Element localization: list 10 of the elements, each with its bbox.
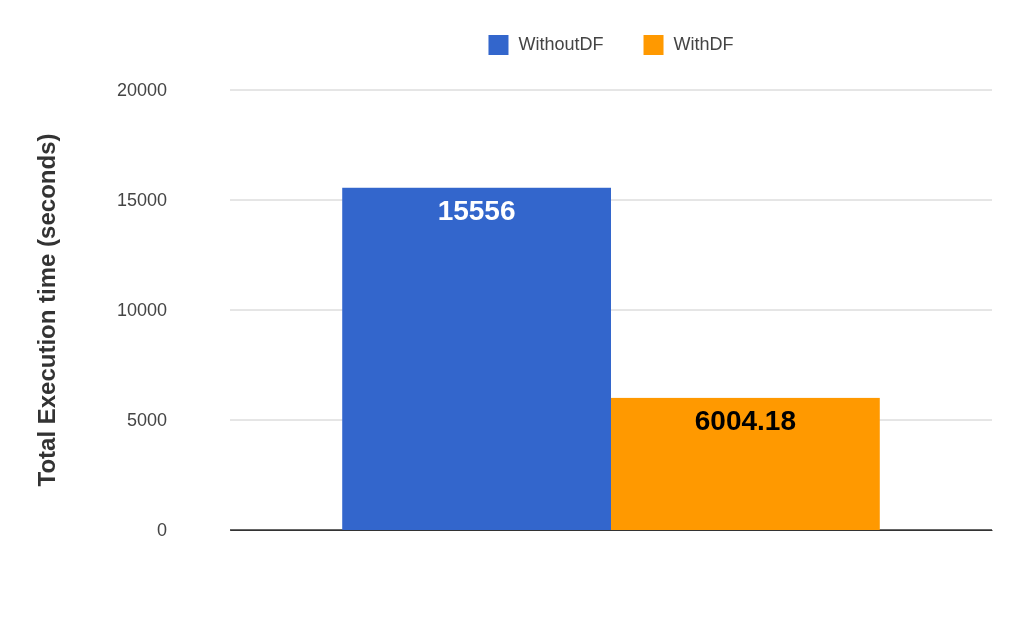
data-label: 6004.18	[694, 404, 796, 436]
y-tick-label: 5000	[126, 410, 167, 431]
legend-label: WithoutDF	[518, 34, 604, 54]
y-tick-label: 15000	[116, 190, 167, 211]
y-tick-label: 0	[156, 520, 167, 541]
legend-label: WithDF	[673, 34, 734, 54]
y-axis-title: Total Execution time (seconds)	[33, 133, 60, 487]
data-label: 15556	[437, 194, 516, 226]
y-tick-label: 20000	[116, 80, 167, 101]
y-tick-label: 10000	[116, 300, 167, 321]
